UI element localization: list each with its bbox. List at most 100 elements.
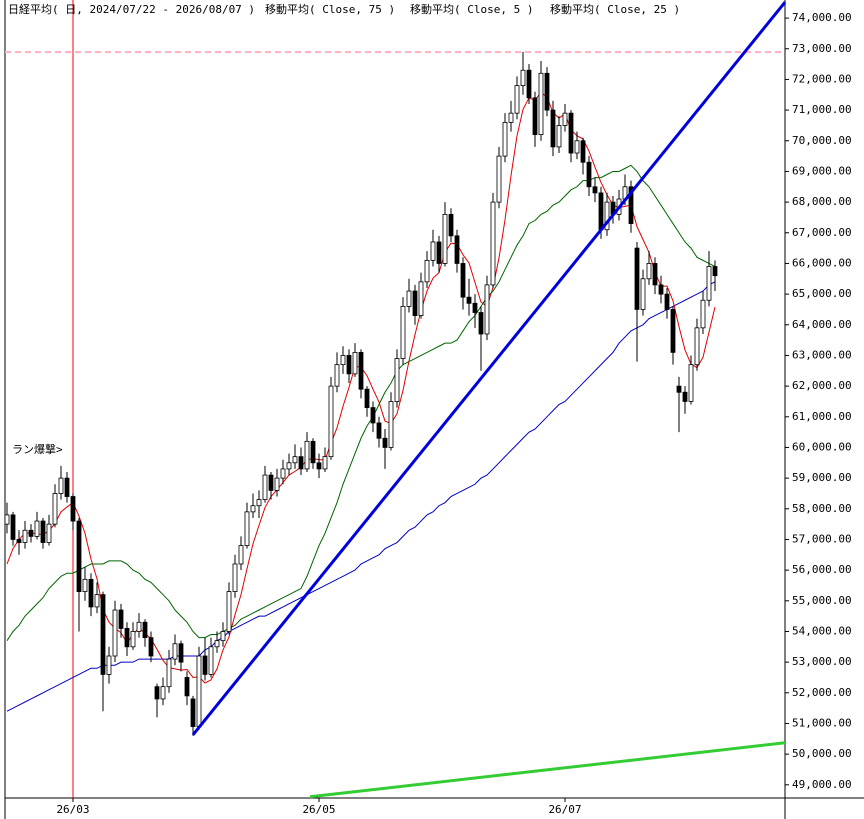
candle-body bbox=[484, 284, 490, 335]
candle-body bbox=[280, 468, 286, 479]
y-tick-label: 74,000.00 bbox=[792, 11, 852, 24]
candle-body bbox=[334, 364, 340, 387]
candle-body bbox=[394, 358, 400, 402]
candle-body bbox=[106, 655, 112, 675]
plot-area bbox=[4, 0, 787, 799]
candle-body bbox=[592, 186, 598, 194]
candle-body bbox=[292, 456, 298, 464]
candle-body bbox=[4, 514, 10, 525]
candle-body bbox=[244, 511, 250, 546]
candle-body bbox=[52, 493, 58, 525]
trend-line bbox=[309, 741, 786, 799]
candle-body bbox=[184, 677, 190, 697]
y-tick-label: 50,000.00 bbox=[792, 747, 852, 760]
annotation: ラン爆撃> bbox=[12, 442, 63, 456]
candle-body bbox=[532, 97, 538, 136]
candle-body bbox=[646, 263, 652, 280]
candle-body bbox=[562, 112, 568, 126]
y-tick-label: 49,000.00 bbox=[792, 778, 852, 791]
candle-body bbox=[442, 213, 448, 264]
candle-body bbox=[172, 643, 178, 660]
candle-body bbox=[658, 284, 664, 295]
candle-body bbox=[448, 213, 454, 237]
candle-body bbox=[370, 407, 376, 424]
candle-body bbox=[688, 364, 694, 402]
candle-body bbox=[160, 686, 166, 700]
y-tick-label: 57,000.00 bbox=[792, 532, 852, 545]
y-tick-label: 61,000.00 bbox=[792, 410, 852, 423]
candle-body bbox=[352, 351, 358, 375]
candle-body bbox=[268, 474, 274, 491]
candle-body bbox=[502, 121, 508, 157]
candle-body bbox=[238, 545, 244, 565]
candle-body bbox=[118, 609, 124, 629]
y-tick-label: 68,000.00 bbox=[792, 195, 852, 208]
candle-body bbox=[286, 462, 292, 470]
candle-body bbox=[16, 539, 22, 543]
candle-body bbox=[424, 259, 430, 283]
candle-body bbox=[682, 391, 688, 402]
candle-body bbox=[136, 621, 142, 632]
candle-body bbox=[94, 594, 100, 608]
candle-body bbox=[520, 69, 526, 86]
candle-body bbox=[400, 305, 406, 359]
candle-body bbox=[406, 290, 412, 307]
y-tick-label: 58,000.00 bbox=[792, 502, 852, 515]
trend-line bbox=[191, 1, 787, 736]
candle-body bbox=[418, 281, 424, 316]
candle-body bbox=[310, 440, 316, 464]
candle-body bbox=[388, 401, 394, 448]
y-tick-label: 72,000.00 bbox=[792, 72, 852, 85]
candle-body bbox=[328, 385, 334, 458]
candle-body bbox=[100, 594, 106, 675]
candle-body bbox=[556, 125, 562, 148]
candle-body bbox=[148, 637, 154, 657]
candle-body bbox=[604, 201, 610, 231]
candle-body bbox=[694, 327, 700, 366]
candle-body bbox=[316, 462, 322, 470]
candle-body bbox=[514, 85, 520, 114]
candle-body bbox=[76, 520, 82, 592]
candle-body bbox=[220, 631, 226, 642]
candle-body bbox=[700, 299, 706, 329]
candle-body bbox=[58, 477, 64, 494]
y-tick-label: 51,000.00 bbox=[792, 716, 852, 729]
y-tick-label: 71,000.00 bbox=[792, 103, 852, 116]
candle-body bbox=[634, 247, 640, 310]
y-tick-label: 59,000.00 bbox=[792, 471, 852, 484]
candle-body bbox=[226, 591, 232, 632]
candle-body bbox=[412, 290, 418, 316]
legend-entry: 移動平均( Close, 75 ) bbox=[265, 2, 395, 16]
candle-body bbox=[712, 266, 718, 277]
candle-body bbox=[46, 523, 52, 543]
y-tick-label: 73,000.00 bbox=[792, 42, 852, 55]
y-tick-label: 66,000.00 bbox=[792, 256, 852, 269]
candle-body bbox=[112, 609, 118, 657]
candle-body bbox=[22, 529, 28, 543]
candle-body bbox=[550, 109, 556, 148]
candle-body bbox=[250, 505, 256, 513]
candle-body bbox=[28, 529, 34, 537]
candle-body bbox=[358, 351, 364, 390]
candle-body bbox=[190, 698, 196, 727]
candle-body bbox=[706, 266, 712, 301]
y-tick-label: 65,000.00 bbox=[792, 287, 852, 300]
candle-body bbox=[232, 563, 238, 592]
candle-body bbox=[490, 201, 496, 286]
y-tick-label: 54,000.00 bbox=[792, 624, 852, 637]
candle-body bbox=[34, 520, 40, 537]
candle-body bbox=[154, 686, 160, 700]
x-tick-label: 26/05 bbox=[302, 803, 335, 816]
candle-body bbox=[124, 628, 130, 648]
candle-body bbox=[166, 658, 172, 688]
candle-body bbox=[82, 578, 88, 592]
candle-body bbox=[460, 263, 466, 298]
candle-body bbox=[178, 643, 184, 663]
y-tick-label: 64,000.00 bbox=[792, 318, 852, 331]
candle-body bbox=[466, 296, 472, 304]
candle-body bbox=[586, 161, 592, 188]
moving-average-line bbox=[6, 164, 716, 641]
y-tick-label: 62,000.00 bbox=[792, 379, 852, 392]
